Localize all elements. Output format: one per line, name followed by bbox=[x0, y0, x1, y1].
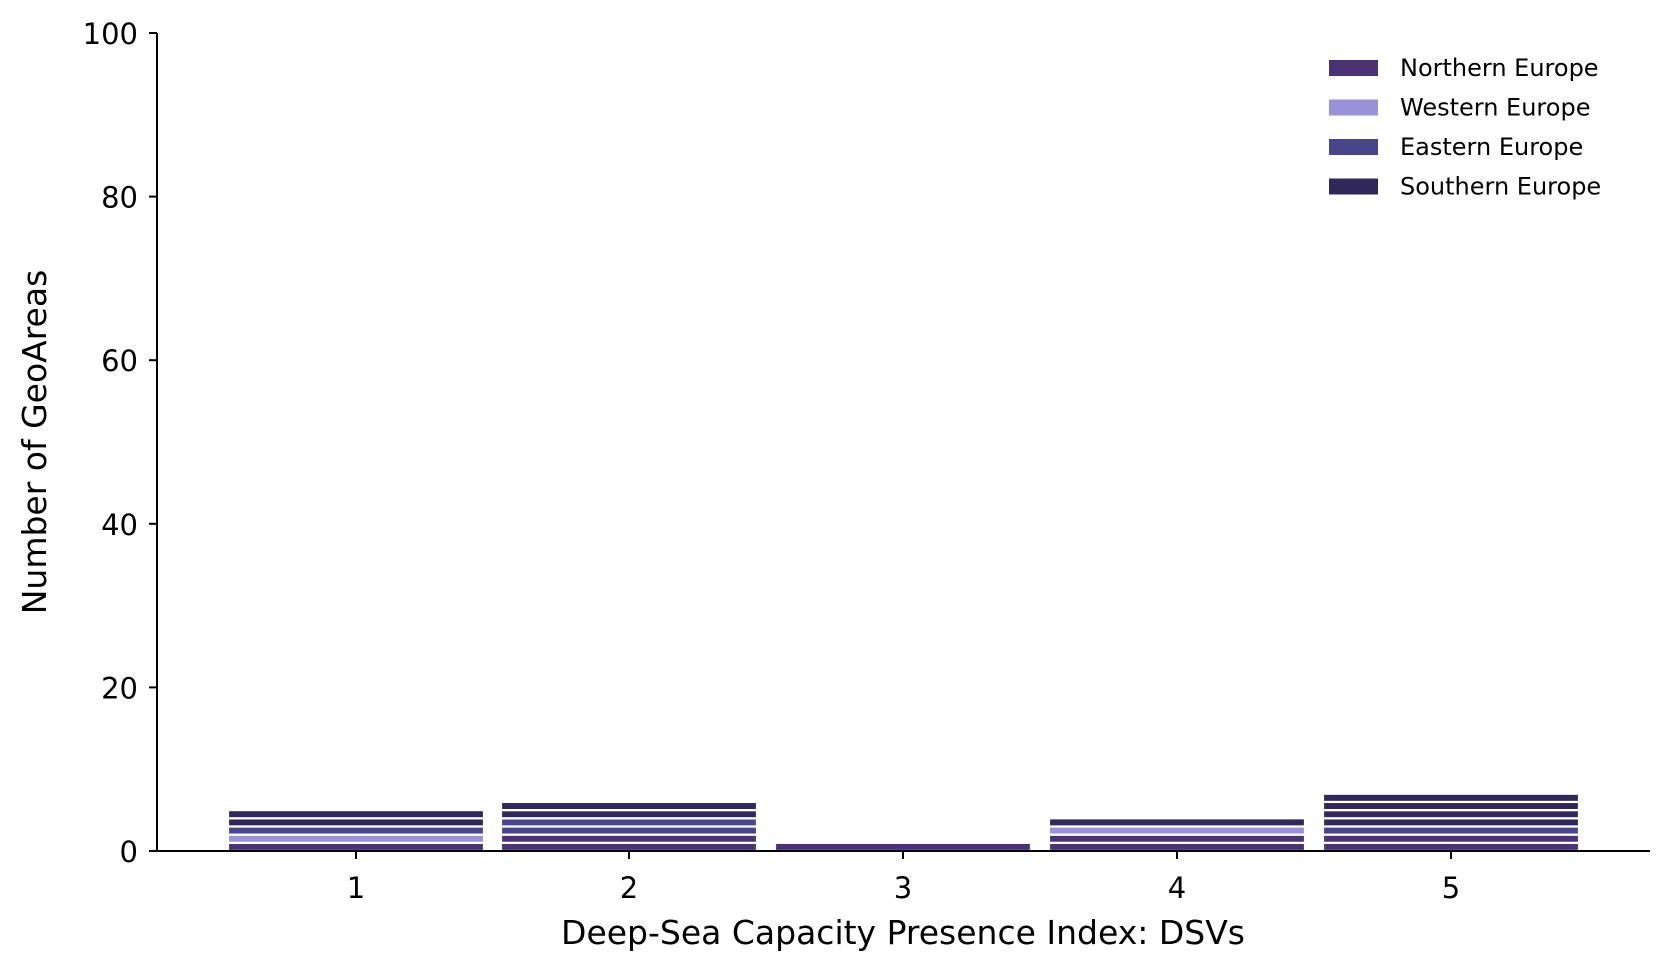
bar-segment bbox=[226, 833, 486, 844]
bar-segment bbox=[1321, 833, 1581, 844]
bar-segment bbox=[1047, 833, 1307, 844]
x-tick-label: 1 bbox=[347, 871, 365, 905]
legend-label: Northern Europe bbox=[1400, 54, 1599, 82]
bar-segment bbox=[499, 825, 759, 836]
bar-segment bbox=[1321, 808, 1581, 820]
y-tick-label: 100 bbox=[83, 17, 138, 51]
x-ticks: 1 2 3 4 5 bbox=[347, 851, 1460, 905]
y-tick-label: 20 bbox=[101, 671, 138, 705]
x-tick-label: 4 bbox=[1168, 871, 1186, 905]
bar-segment bbox=[226, 808, 486, 820]
bar-segment bbox=[1321, 841, 1581, 853]
y-axis-title: Number of GeoAreas bbox=[15, 270, 54, 615]
bar-segment bbox=[226, 817, 486, 828]
bar-segment bbox=[1321, 800, 1581, 812]
bar-segment bbox=[1047, 817, 1307, 828]
legend-label: Eastern Europe bbox=[1400, 133, 1583, 161]
y-ticks: 0 20 40 60 80 100 bbox=[83, 17, 157, 869]
legend-label: Southern Europe bbox=[1400, 173, 1601, 201]
x-tick-label: 2 bbox=[620, 871, 638, 905]
x-tick-label: 3 bbox=[894, 871, 912, 905]
bar-segment bbox=[499, 800, 759, 812]
bars-layer bbox=[226, 792, 1581, 853]
bar-segment bbox=[499, 841, 759, 853]
bar-segment bbox=[226, 841, 486, 853]
y-tick-label: 0 bbox=[120, 835, 138, 869]
bar-segment bbox=[226, 825, 486, 836]
bar-segment bbox=[1321, 817, 1581, 828]
bar-segment bbox=[1047, 841, 1307, 853]
legend-swatch bbox=[1329, 139, 1378, 155]
bar-segment bbox=[773, 841, 1033, 853]
y-tick-label: 80 bbox=[101, 181, 138, 215]
bar-segment bbox=[1321, 825, 1581, 836]
x-axis-title: Deep-Sea Capacity Presence Index: DSVs bbox=[561, 913, 1245, 952]
x-tick-label: 5 bbox=[1442, 871, 1460, 905]
bar-segment bbox=[499, 833, 759, 844]
legend-swatch bbox=[1329, 60, 1378, 76]
bar-segment bbox=[499, 808, 759, 820]
y-tick-label: 60 bbox=[101, 344, 138, 378]
legend-label: Western Europe bbox=[1400, 94, 1590, 122]
legend-swatch bbox=[1329, 99, 1378, 116]
bar-segment bbox=[1047, 825, 1307, 836]
bar-segment bbox=[499, 817, 759, 828]
y-tick-label: 40 bbox=[101, 508, 138, 542]
bar-segment bbox=[1321, 792, 1581, 804]
legend-swatch bbox=[1329, 178, 1378, 195]
legend: Northern Europe Western Europe Eastern Eur… bbox=[1329, 54, 1601, 201]
